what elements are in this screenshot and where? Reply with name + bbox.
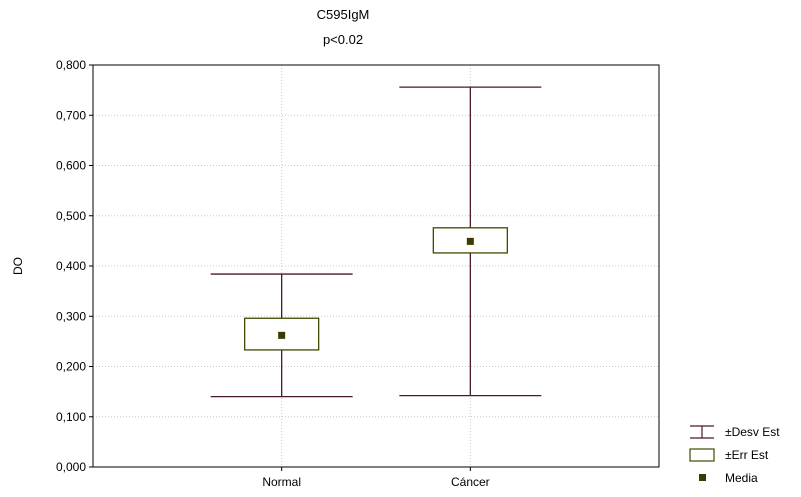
y-tick-label: 0,100 [56,410,86,424]
mean-marker [466,237,474,245]
chart-subtitle: p<0.02 [323,32,363,47]
y-tick-label: 0,600 [56,159,86,173]
y-axis-ticks: 0,000 0,100 0,200 0,300 0,400 0,500 0,600 0,700… [56,58,93,474]
chart-title: C595IgM [317,7,370,22]
x-tick-label: Cáncer [451,475,490,489]
y-tick-label: 0,200 [56,360,86,374]
legend-box-symbol [689,448,715,462]
x-axis-ticks: Normal Cáncer [262,467,490,489]
y-tick-label: 0,400 [56,259,86,273]
y-tick-label: 0,700 [56,108,86,122]
legend-mean-symbol [699,474,706,481]
legend-item-label: ±Desv Est [725,425,780,439]
y-tick-label: 0,300 [56,309,86,323]
x-tick-label: Normal [262,475,301,489]
mean-marker [278,331,286,339]
legend-item-label: ±Err Est [725,448,769,462]
y-tick-label: 0,000 [56,460,86,474]
y-tick-label: 0,800 [56,58,86,72]
y-axis-label: DO [11,257,25,275]
legend-item-label: Media [725,471,758,485]
plot-area [92,64,660,468]
legend: ±Desv Est ±Err Est Media [689,425,780,485]
y-tick-label: 0,500 [56,209,86,223]
grid [93,64,659,468]
